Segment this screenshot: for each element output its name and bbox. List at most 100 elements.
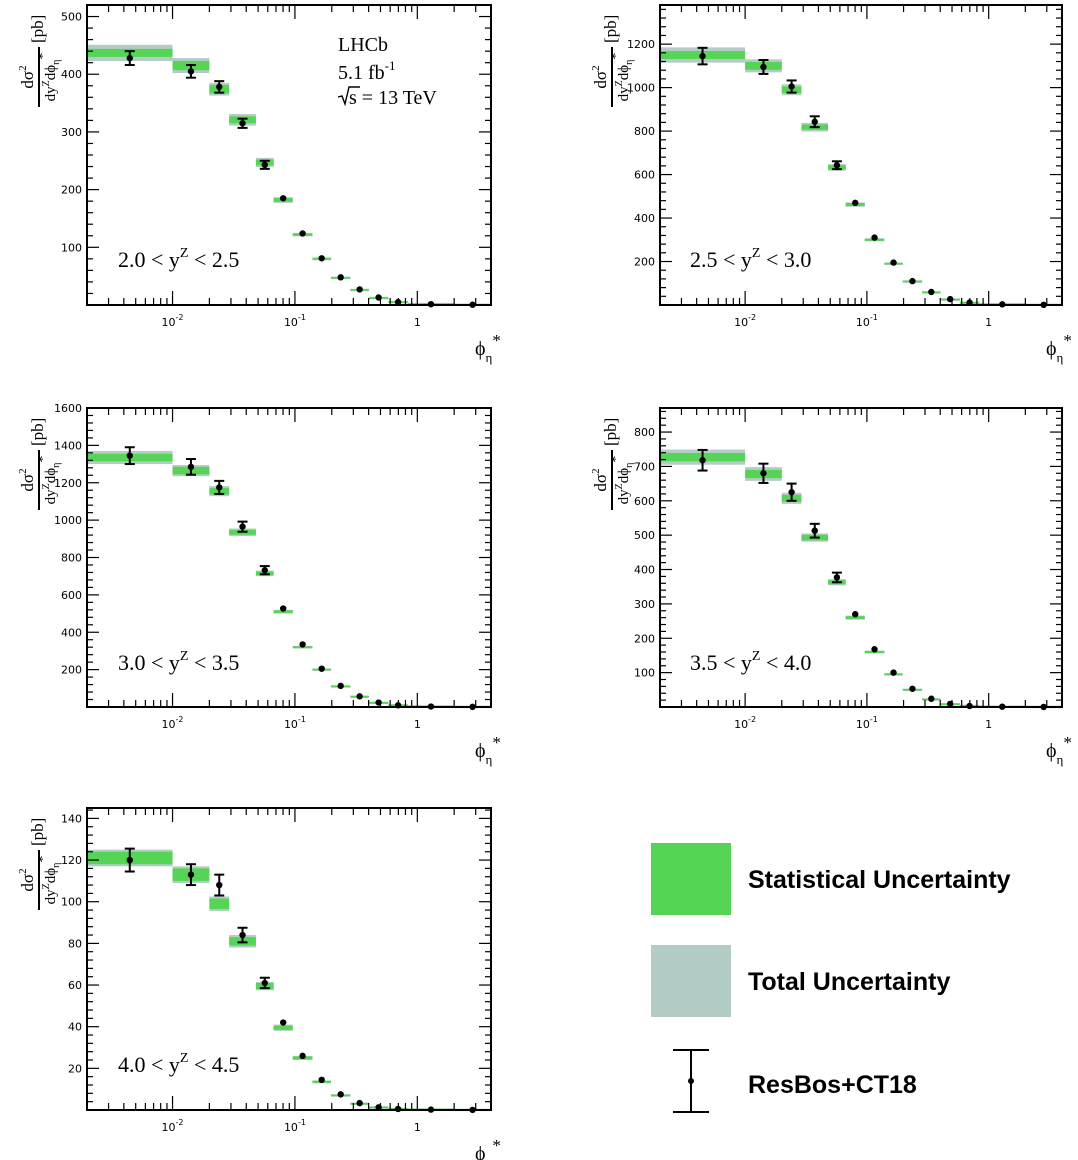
y-label-denominator: dyZdϕη* xyxy=(609,456,635,505)
y-tick-label: 700 xyxy=(634,460,655,473)
bin-6 xyxy=(273,1019,293,1031)
x-tick-label-1: 1 xyxy=(985,718,992,731)
y-tick-label: 600 xyxy=(634,169,655,182)
y-axis: 200 400 600 800 1000 1200 1400 1600 xyxy=(54,402,491,708)
bin-1 xyxy=(87,44,173,66)
y-axis: 100 200 300 400 500 600 700 800 xyxy=(634,410,1062,708)
bin-9 xyxy=(330,682,351,690)
bin-9 xyxy=(902,277,923,285)
x-tick-label-1e-1: 10-1 xyxy=(284,313,306,329)
y-label-unit: [pb] xyxy=(28,418,47,446)
y-label-unit: [pb] xyxy=(601,418,620,446)
bin-7 xyxy=(292,641,313,649)
bin-5 xyxy=(828,571,846,586)
theory-point xyxy=(337,274,344,281)
bin-3 xyxy=(209,80,230,96)
bin-1 xyxy=(660,448,746,472)
theory-point xyxy=(126,856,133,864)
theory-point xyxy=(928,695,935,702)
x-axis-label: ϕη* xyxy=(1046,331,1072,365)
theory-point xyxy=(299,1052,306,1060)
x-axis-label: ϕη* xyxy=(1046,733,1072,767)
theory-point xyxy=(909,277,916,285)
theory-point xyxy=(871,646,878,653)
theory-point xyxy=(216,83,223,91)
bin-6 xyxy=(273,195,293,203)
theory-point xyxy=(280,605,287,612)
y-tick-label: 120 xyxy=(61,854,82,867)
theory-point xyxy=(261,567,268,574)
bin-8 xyxy=(312,665,331,672)
theory-point xyxy=(890,259,897,266)
bin-4 xyxy=(229,926,256,948)
legend-item-stat: Statistical Uncertainty xyxy=(651,843,1011,915)
theory-point xyxy=(356,1099,363,1107)
bin-4 xyxy=(229,520,256,537)
region-label: 2.5 < yZ < 3.0 xyxy=(690,246,811,272)
x-tick-label-1: 1 xyxy=(414,718,421,731)
legend-label-stat: Statistical Uncertainty xyxy=(748,866,1011,894)
y-label-denominator: dyZdϕη* xyxy=(36,456,62,505)
bin-5 xyxy=(255,976,274,991)
bin-6 xyxy=(273,605,293,614)
sqrt-symbol xyxy=(337,86,360,107)
y-tick-label: 600 xyxy=(634,495,655,508)
y-label-numerator: dσ2 xyxy=(17,65,37,88)
bin-3 xyxy=(781,79,802,96)
theory-point xyxy=(239,120,246,127)
y-label-unit: [pb] xyxy=(28,818,47,846)
chart-panel-2: 10-2 10-1 120040060080010001200ϕη*dσ2dyZdϕ… xyxy=(590,4,1072,365)
x-axis: 10-2 10-1 1 xyxy=(86,808,492,1134)
x-axis-label: ϕη* xyxy=(475,733,501,767)
y-label-unit: [pb] xyxy=(601,15,620,43)
chart-panel-4: 10-2 10-1 1 100 200 300 400 500 600 700 800 ϕη* dσ2d… xyxy=(590,407,1072,767)
theory-point xyxy=(280,195,287,202)
x-axis-label: ϕη* xyxy=(475,331,501,365)
theory-point xyxy=(337,682,344,690)
theory-point xyxy=(760,63,767,71)
y-tick-label: 1000 xyxy=(627,82,655,95)
theory-point xyxy=(239,523,246,530)
bin-3 xyxy=(209,873,230,912)
bin-4 xyxy=(229,114,256,129)
x-tick-label-1: 1 xyxy=(414,316,421,329)
y-label-denominator: dyZdϕη* xyxy=(609,53,635,102)
y-tick-label: 1400 xyxy=(54,439,82,452)
theory-point xyxy=(280,1019,287,1026)
x-tick-label-1e-1: 10-1 xyxy=(284,1118,306,1134)
theory-point xyxy=(811,527,818,534)
x-axis: 10-2 10-1 1 xyxy=(86,408,492,731)
y-label-denominator: dyZdϕη* xyxy=(36,856,62,905)
y-tick-label: 400 xyxy=(634,212,655,225)
legend-item-theory: ResBos+CT18 xyxy=(673,1049,917,1113)
bin-10 xyxy=(350,1099,369,1107)
annotation-experiment: LHCb xyxy=(338,34,388,56)
y-tick-label: 200 xyxy=(634,256,655,269)
region-label: 3.0 < yZ < 3.5 xyxy=(118,649,239,675)
bin-10 xyxy=(350,693,369,700)
bin-3 xyxy=(781,482,802,504)
bin-5 xyxy=(255,157,274,170)
bin-9 xyxy=(330,1091,351,1098)
y-tick-label: 400 xyxy=(61,626,82,639)
x-tick-label-1e-2: 10-2 xyxy=(162,715,184,731)
x-axis-label: ϕη* xyxy=(475,1136,501,1160)
theory-point xyxy=(788,83,795,90)
y-tick-label: 200 xyxy=(634,632,655,645)
x-tick-label-1e-1: 10-1 xyxy=(856,313,878,329)
x-tick-label-1e-1: 10-1 xyxy=(856,715,878,731)
bin-10 xyxy=(922,695,941,702)
theory-point xyxy=(261,979,268,987)
theory-point xyxy=(337,1091,344,1098)
y-tick-label: 20 xyxy=(68,1062,82,1075)
theory-point xyxy=(852,611,859,618)
y-tick-label: 140 xyxy=(61,812,82,825)
y-tick-label: 300 xyxy=(634,598,655,611)
theory-point xyxy=(356,693,363,700)
theory-point xyxy=(788,489,795,496)
x-tick-label-1e-2: 10-2 xyxy=(734,313,756,329)
bin-10 xyxy=(922,288,941,296)
bin-11 xyxy=(368,699,389,706)
